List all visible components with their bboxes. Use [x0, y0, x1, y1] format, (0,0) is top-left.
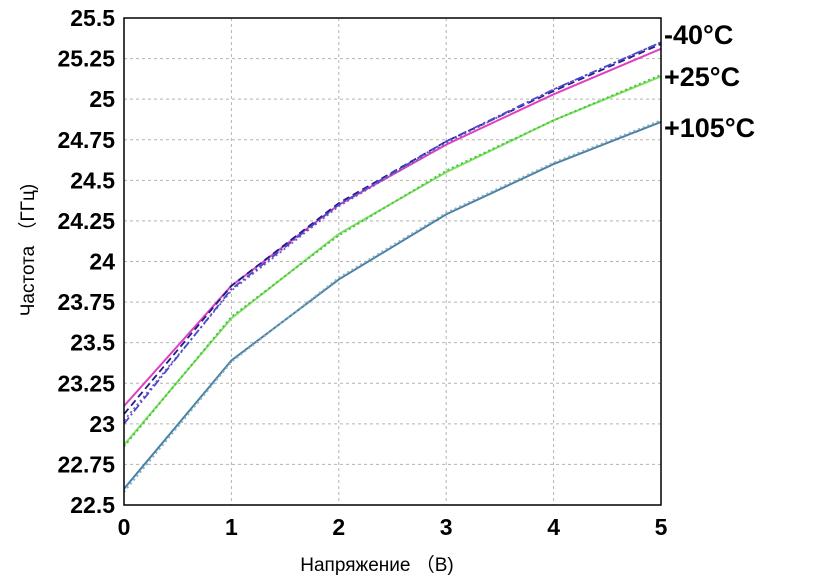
series-line-5	[123, 73, 662, 448]
x-tick-label: 4	[547, 514, 560, 540]
x-tick-label: 5	[655, 514, 668, 540]
y-tick-label: 24.5	[70, 167, 115, 193]
y-tick-label: 25.25	[57, 46, 115, 72]
series-line-7	[123, 119, 662, 493]
y-tick-label: 23.75	[57, 289, 115, 315]
x-tick-label: 2	[332, 514, 345, 540]
y-tick-label: 24	[89, 249, 115, 275]
plot-background	[124, 18, 661, 505]
y-tick-label: 22.75	[57, 451, 115, 477]
y-tick-label: 25.5	[70, 5, 115, 31]
plot-frame	[123, 17, 662, 506]
series-lines	[123, 41, 662, 493]
y-tick-label: 23	[89, 411, 115, 437]
series-end-label: +105°C	[664, 113, 755, 143]
y-tick-label: 24.75	[57, 127, 115, 153]
series-line-6	[123, 120, 662, 490]
series-end-label: -40°C	[664, 20, 733, 50]
x-axis-title: Напряжение （B)	[300, 554, 453, 576]
series-line-2	[123, 41, 662, 422]
y-tick-labels: 22.5 22.75 23 23.25 23.5 23.75 24 24.25 24.5 24.7…	[57, 5, 115, 518]
series-end-label: +25°C	[664, 62, 740, 92]
y-tick-label: 23.5	[70, 330, 115, 356]
x-tick-labels: 0 1 2 3 4 5	[118, 514, 668, 540]
y-tick-label: 22.5	[70, 492, 115, 518]
x-tick-label: 3	[440, 514, 453, 540]
y-tick-label: 25	[89, 86, 115, 112]
x-tick-label: 0	[118, 514, 131, 540]
x-tick-label: 1	[225, 514, 238, 540]
y-tick-label: 24.25	[57, 208, 115, 234]
y-tick-label: 23.25	[57, 370, 115, 396]
series-labels: -40°C +25°C +105°C	[664, 20, 755, 143]
series-line-3	[123, 41, 662, 425]
y-axis-title: Частота （ГГц)	[17, 184, 39, 317]
series-line-0	[123, 47, 662, 407]
